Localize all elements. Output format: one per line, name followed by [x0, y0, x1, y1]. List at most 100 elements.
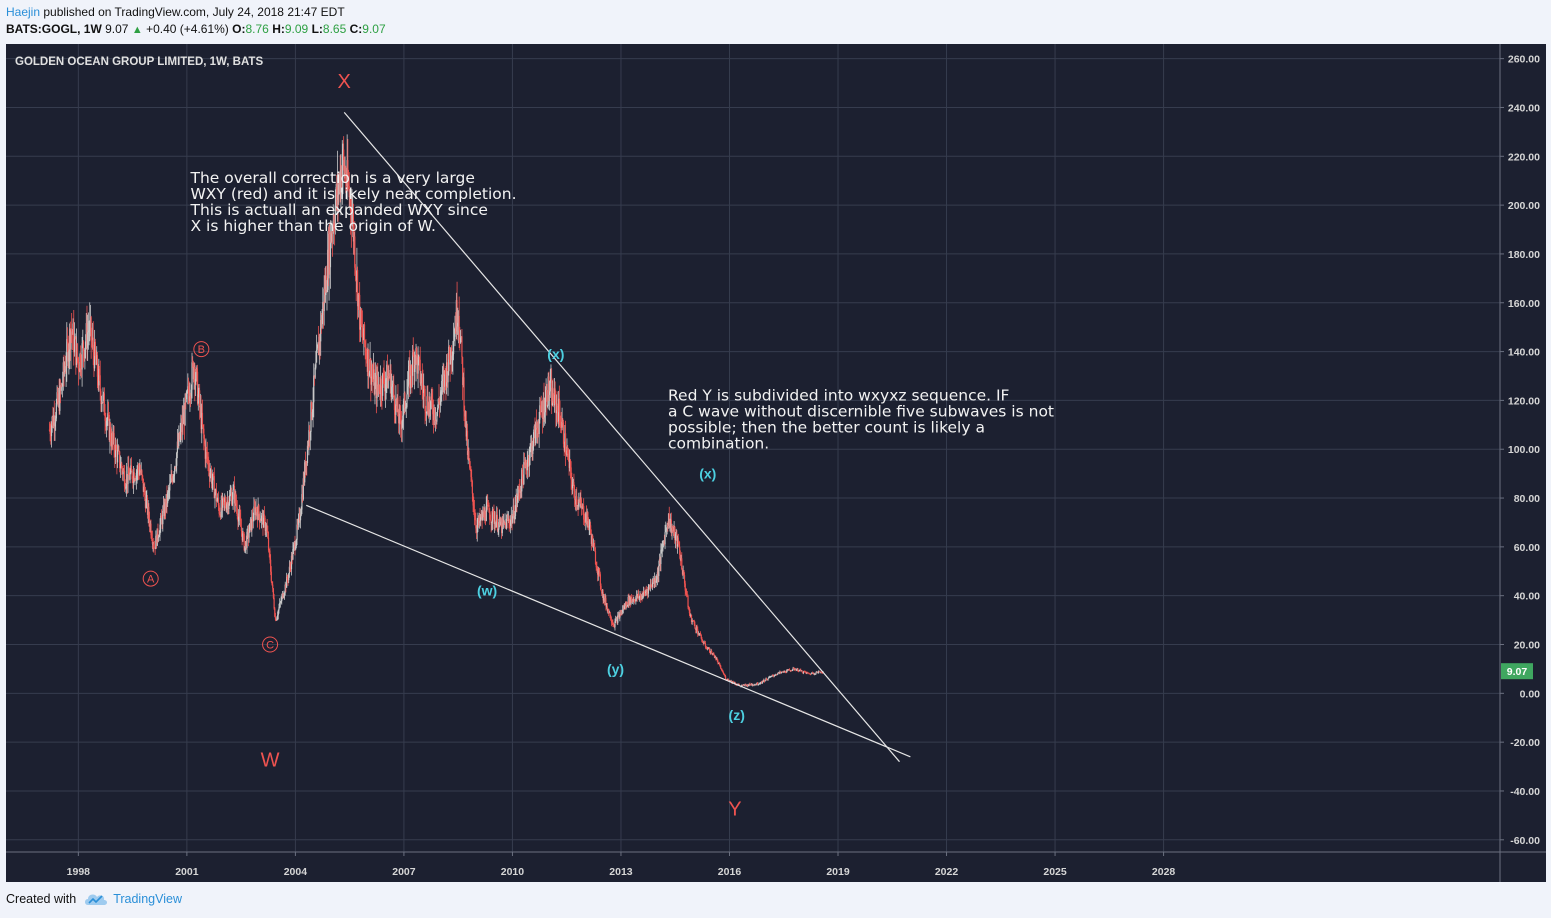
- candle-body: [340, 169, 342, 193]
- candle-body: [395, 398, 397, 415]
- candle: [479, 507, 481, 526]
- candle-body: [644, 591, 646, 594]
- candle-body: [164, 502, 166, 516]
- candle-body: [678, 544, 680, 547]
- candle-body: [305, 461, 307, 473]
- candle: [104, 404, 106, 434]
- chart-panel[interactable]: 260.00 240.00 220.00 200.00 180.00 160.00 140.…: [6, 44, 1546, 882]
- candle-body: [160, 515, 162, 525]
- candle: [142, 478, 144, 497]
- candle: [460, 336, 462, 343]
- candle: [95, 350, 97, 366]
- candle-body: [345, 183, 348, 187]
- candle: [634, 599, 636, 602]
- candle-body: [403, 392, 405, 401]
- author-link[interactable]: Haejin: [6, 5, 41, 19]
- candle: [581, 503, 583, 510]
- candle-body: [614, 621, 616, 628]
- candle: [59, 379, 62, 404]
- candle-body: [328, 233, 330, 279]
- candle-body: [624, 604, 626, 610]
- candle-body: [743, 684, 745, 686]
- candle: [122, 468, 124, 482]
- candle-body: [74, 336, 76, 339]
- candle: [244, 540, 247, 554]
- candle: [137, 463, 140, 480]
- candle-body: [218, 505, 220, 514]
- candle-body: [516, 496, 519, 503]
- candle: [777, 671, 780, 674]
- tradingview-link[interactable]: TradingView: [113, 892, 182, 906]
- candle: [667, 521, 669, 532]
- candle: [96, 351, 99, 389]
- candle: [590, 529, 592, 551]
- candle: [140, 462, 142, 475]
- candle-body: [469, 467, 471, 470]
- candle-body: [438, 399, 440, 402]
- candle-body: [319, 336, 321, 342]
- candle-body: [508, 519, 510, 524]
- candle-body: [228, 495, 231, 504]
- candle: [395, 385, 397, 424]
- candle-body: [713, 654, 716, 658]
- candle-body: [143, 486, 145, 492]
- candle: [180, 414, 182, 445]
- ohlc-line: BATS:GOGL, 1W 9.07 ▲ +0.40 (+4.61%) O:8.…: [6, 21, 386, 39]
- price-chart[interactable]: 260.00240.00220.00200.00180.00160.00140.…: [6, 44, 1546, 882]
- candle-body: [166, 494, 168, 504]
- candle-body: [250, 519, 252, 531]
- candle: [560, 412, 563, 434]
- candle-body: [63, 362, 65, 372]
- candle: [614, 618, 616, 631]
- candle-body: [360, 310, 362, 325]
- candle: [331, 220, 333, 249]
- candle: [519, 478, 521, 501]
- candle-body: [488, 505, 490, 513]
- candle-body: [359, 310, 361, 330]
- candle-body: [752, 685, 755, 686]
- candle: [462, 372, 464, 388]
- candle: [655, 575, 657, 588]
- candle: [177, 433, 179, 448]
- candle: [631, 593, 633, 603]
- candle: [87, 312, 89, 350]
- candle-body: [239, 512, 241, 519]
- candle-body: [265, 525, 268, 530]
- candle-body: [270, 571, 272, 582]
- candle-body: [181, 418, 183, 433]
- candle: [710, 648, 712, 655]
- candle-body: [421, 377, 423, 386]
- candle: [336, 150, 339, 222]
- candle-body: [468, 450, 470, 459]
- candle: [715, 657, 718, 660]
- candle-body: [489, 519, 492, 521]
- candle: [448, 339, 450, 376]
- candle: [205, 438, 207, 469]
- candle: [149, 520, 151, 533]
- candle: [394, 404, 396, 424]
- candle: [72, 318, 74, 336]
- candle-body: [254, 507, 256, 516]
- candle: [791, 669, 793, 672]
- candle-body: [413, 355, 415, 372]
- candle-body: [633, 599, 635, 601]
- candle: [488, 502, 490, 513]
- candle-body: [514, 505, 517, 516]
- candle: [209, 463, 211, 482]
- candle-body: [279, 602, 281, 608]
- candle: [341, 140, 343, 205]
- candle: [802, 672, 804, 674]
- candle: [202, 424, 204, 434]
- candle: [473, 496, 475, 515]
- candle: [809, 673, 812, 676]
- candle-body: [487, 504, 489, 506]
- candle-body: [603, 595, 605, 601]
- candle-body: [720, 665, 722, 669]
- candle-body: [355, 273, 357, 281]
- candle-body: [784, 670, 787, 673]
- candle-body: [270, 559, 272, 572]
- candle: [538, 411, 540, 448]
- candle: [89, 304, 92, 337]
- candle: [219, 507, 221, 516]
- candle-body: [149, 523, 151, 527]
